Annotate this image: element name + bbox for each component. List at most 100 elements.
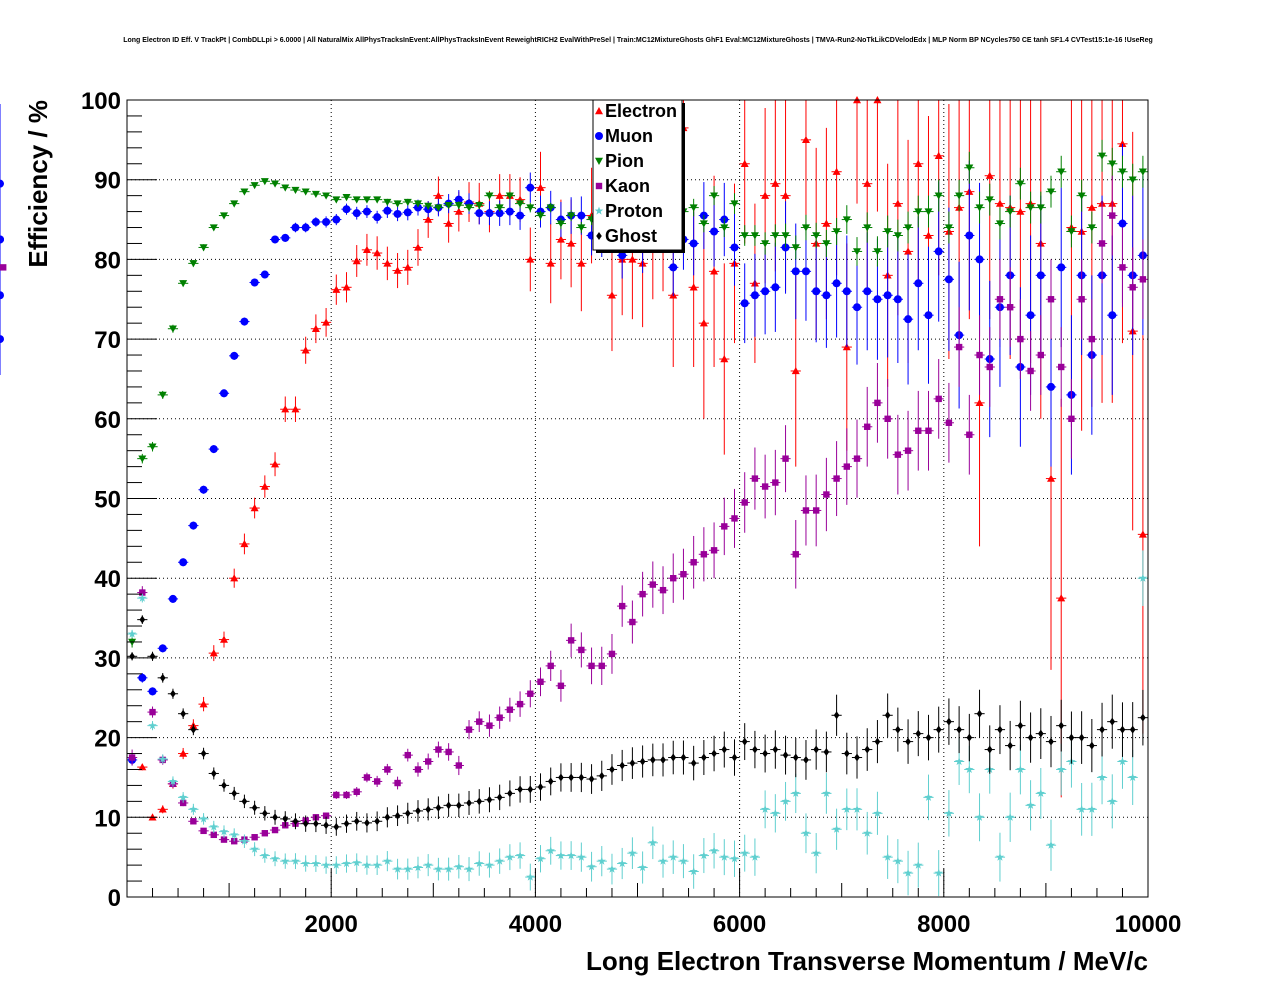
data-point	[414, 766, 422, 773]
data-point	[526, 204, 535, 212]
data-point	[761, 240, 770, 248]
data-point	[556, 851, 566, 860]
data-point	[333, 822, 340, 831]
data-point	[823, 491, 830, 498]
data-point	[526, 872, 535, 881]
data-point	[1068, 733, 1075, 742]
data-point	[761, 191, 770, 199]
legend-marker-muon	[595, 132, 603, 140]
data-point	[496, 793, 503, 802]
data-point	[444, 202, 453, 210]
data-point	[301, 188, 310, 196]
data-point	[302, 819, 309, 828]
data-point	[954, 757, 964, 766]
data-point	[659, 586, 667, 594]
data-point	[230, 351, 239, 360]
y-tick-label: 10	[94, 805, 121, 832]
data-point	[1036, 204, 1045, 212]
data-point	[801, 828, 811, 837]
data-point	[261, 830, 269, 837]
data-point	[1140, 713, 1146, 722]
data-point	[740, 232, 749, 240]
data-point	[854, 753, 860, 762]
data-point	[1047, 296, 1055, 303]
data-point	[741, 499, 748, 506]
data-point	[240, 539, 249, 548]
data-point	[914, 159, 923, 167]
data-point	[1129, 725, 1136, 734]
data-point	[1118, 139, 1127, 148]
data-point	[413, 863, 423, 872]
data-point	[925, 733, 932, 742]
data-point	[934, 151, 943, 159]
data-point	[638, 863, 647, 872]
data-point	[557, 682, 565, 689]
data-point	[384, 766, 391, 773]
data-point	[435, 746, 442, 753]
data-point	[934, 868, 943, 877]
data-point	[496, 714, 503, 721]
legend-label-ghost: Ghost	[605, 226, 657, 246]
data-point	[700, 551, 708, 558]
data-point	[995, 220, 1004, 228]
data-point	[393, 864, 402, 873]
data-point	[240, 317, 249, 326]
data-point	[1027, 733, 1034, 742]
data-point	[291, 186, 300, 195]
data-point	[393, 200, 402, 208]
data-point	[158, 644, 167, 653]
data-point	[701, 753, 707, 762]
data-point	[1138, 573, 1148, 582]
data-point	[485, 860, 494, 869]
data-point	[1027, 367, 1034, 375]
data-point	[179, 749, 188, 757]
data-point	[710, 192, 719, 200]
data-point	[588, 662, 595, 670]
data-point	[1138, 530, 1147, 538]
data-point	[352, 256, 361, 265]
data-point	[577, 224, 586, 232]
data-point	[343, 819, 350, 828]
data-point	[343, 791, 350, 799]
data-point	[475, 202, 484, 210]
data-point	[333, 791, 340, 799]
data-point	[281, 184, 290, 192]
data-point	[1026, 800, 1035, 809]
data-point	[505, 192, 514, 200]
data-point	[404, 809, 411, 818]
data-point	[292, 817, 299, 826]
data-point	[364, 818, 370, 827]
data-point	[240, 836, 249, 845]
data-point	[864, 423, 871, 430]
legend-box	[592, 99, 683, 251]
data-point	[189, 260, 198, 268]
data-point	[883, 228, 892, 236]
legend-label-kaon: Kaon	[605, 176, 650, 196]
legend-label-pion: Pion	[605, 151, 644, 171]
data-point	[680, 571, 687, 578]
data-point	[486, 722, 493, 729]
y-axis-label: Efficiency / %	[23, 100, 53, 268]
data-point	[1077, 804, 1086, 813]
y-tick-label: 90	[94, 168, 121, 195]
data-point	[444, 864, 453, 873]
data-point	[801, 224, 810, 232]
data-point	[547, 777, 554, 786]
data-point	[352, 209, 361, 218]
data-point	[129, 652, 135, 661]
data-point	[291, 856, 300, 865]
data-point	[0, 291, 4, 300]
data-point	[873, 808, 882, 817]
data-point	[475, 209, 484, 218]
data-point	[658, 856, 668, 865]
data-point	[578, 773, 585, 782]
data-point	[915, 427, 922, 434]
data-point	[454, 207, 463, 215]
data-point	[148, 443, 157, 451]
data-point	[660, 755, 666, 764]
data-point	[383, 259, 392, 267]
data-point	[731, 515, 738, 522]
data-point	[843, 463, 851, 470]
data-point	[556, 220, 565, 228]
data-point	[1057, 168, 1066, 176]
